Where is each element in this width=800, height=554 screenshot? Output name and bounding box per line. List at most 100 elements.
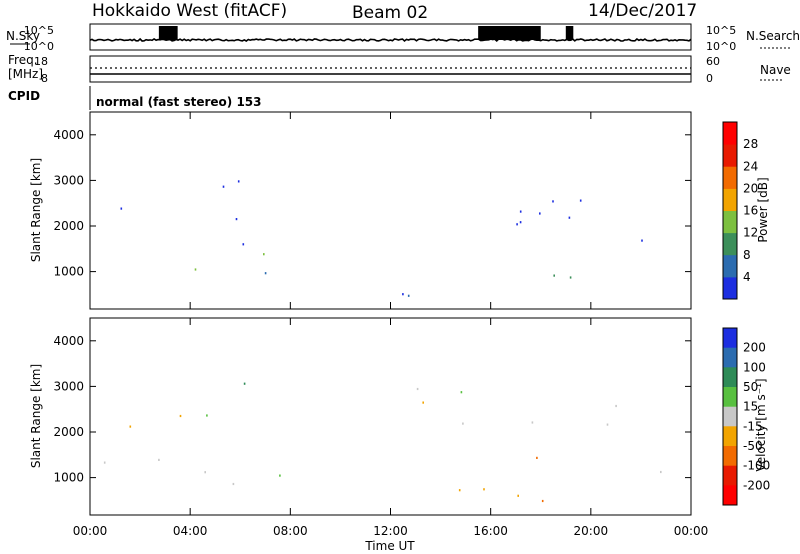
beam-title: Beam 02 [352,3,428,23]
heatmap-cell [279,474,281,477]
heatmap-cell [569,276,572,279]
heatmap-cell [237,180,240,183]
power-colorbar-label: Power [dB] [756,177,770,242]
nsearch-tick-bottom: 10^0 [706,40,736,53]
colorbar-swatch [723,367,737,388]
colorbar-swatch [723,210,737,234]
heatmap-cell [129,425,132,428]
time-tick-label: 20:00 [574,524,609,538]
heatmap-cell [641,239,643,242]
colorbar-tick-label: 12 [743,226,758,240]
heatmap-cell [517,494,519,497]
freq-tick-bottom: 8 [41,72,48,85]
time-tick-label: 04:00 [173,524,208,538]
colorbar-swatch [723,328,737,349]
power-y-axis: 1000 2000 3000 4000 [53,128,691,279]
nsearch-tick-top: 10^5 [706,24,736,37]
heatmap-cell [483,488,485,491]
heatmap-cell [458,489,461,492]
colorbar-tick-label: 20 [743,181,758,195]
power-ylabel: Slant Range [km] [29,158,43,262]
heatmap-cell [206,414,208,417]
heatmap-cell [422,401,424,404]
colorbar-swatch [723,446,737,467]
range-tick-label: 2000 [53,425,84,439]
colorbar-tick-label: 8 [743,248,751,262]
colorbar-tick-label: -50 [743,439,763,453]
colorbar-swatch [723,276,737,300]
colorbar-frame [722,121,738,300]
colorbar-tick-label: -100 [743,459,770,473]
heatmap-cell [553,274,555,277]
colorbar-swatch [723,254,737,278]
colorbar-tick-label: 100 [743,360,766,374]
colorbar-tick-label: 15 [743,400,758,414]
heatmap-cell [243,382,246,385]
nsky-spike [158,26,178,40]
nsky-trace [89,37,692,43]
heatmap-cell [660,470,662,474]
time-tick-label: 16:00 [473,524,508,538]
heatmap-cell [179,414,182,418]
time-tick-label: 00:00 [674,524,709,538]
colorbar-tick-label: -15 [743,419,763,433]
heatmap-cell [158,458,160,461]
heatmap-cell [402,293,404,296]
colorbar-swatch [723,406,737,427]
heatmap-cell [416,387,419,391]
heatmap-cell [568,216,571,219]
velocity-heatmap [103,382,662,503]
time-axis: 00:00 04:00 08:00 12:00 16:00 20:00 00:00 [73,112,709,538]
heatmap-cell [541,499,544,503]
range-tick-label: 3000 [53,173,84,187]
colorbar-frame [722,327,738,506]
colorbar-swatch [723,465,737,486]
colorbar-tick-label: 200 [743,341,766,355]
heatmap-cell [103,461,106,464]
colorbar-swatch [723,426,737,447]
date-title: 14/Dec/2017 [588,1,697,21]
colorbar-swatch [723,188,737,211]
heatmap-cell [462,422,464,425]
time-tick-label: 00:00 [73,524,108,538]
cpid-text: normal (fast stereo) 153 [96,95,262,109]
freq-unit-label: [MHz] [8,67,43,81]
colorbar-swatch [723,166,737,189]
cpid-label: CPID [8,89,40,103]
heatmap-cell [516,223,518,226]
colorbar-swatch [723,347,737,368]
heatmap-cell [615,404,617,408]
nsky-spike [565,26,574,40]
colorbar-tick-label: 4 [743,270,751,284]
velocity-colorbar-label: Velocity [m s⁻¹] [754,378,768,471]
velocity-y-axis: 1000 2000 3000 4000 [53,334,691,485]
freq-label: Freq. [8,53,38,67]
nsky-tick-top: 10^5 [24,24,54,37]
heatmap-cell [194,268,197,271]
heatmap-cell [519,210,522,213]
range-tick-label: 4000 [53,128,84,142]
time-axis-label: Time UT [364,539,415,553]
nsky-panel [89,23,692,51]
heatmap-cell [407,294,410,297]
heatmap-cell [232,482,235,486]
freq-panel [89,55,692,83]
heatmap-cell [222,185,225,188]
colorbar-tick-label: -200 [743,478,770,492]
power-frame [89,111,692,310]
heatmap-cell [460,391,463,394]
range-tick-label: 3000 [53,379,84,393]
heatmap-cell [120,207,123,210]
range-tick-label: 1000 [53,265,84,279]
colorbar-tick-label: 16 [743,204,758,218]
colorbar-swatch [723,485,737,506]
nave-label: Nave [760,63,791,77]
colorbar-tick-label: 28 [743,137,758,151]
nave-tick-bottom: 0 [706,72,713,85]
nsky-spike [478,26,541,40]
velocity-ylabel: Slant Range [km] [29,364,43,468]
freq-tick-top: 18 [34,55,48,68]
velocity-colorbar: 200 100 50 15 -15 -50 -100 -200 [722,327,770,506]
colorbar-swatch [723,387,737,408]
heatmap-cell [242,243,245,246]
